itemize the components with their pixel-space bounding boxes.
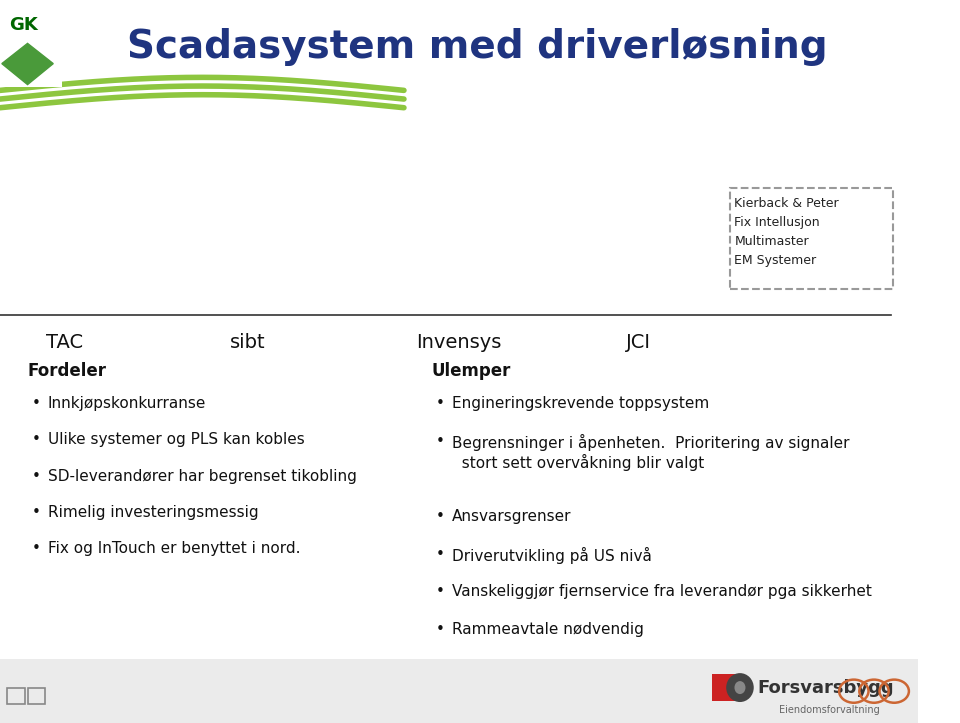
Polygon shape <box>2 43 53 85</box>
Text: •: • <box>32 396 41 411</box>
Bar <box>28 688 45 704</box>
Text: Forsvarsbygg: Forsvarsbygg <box>757 680 894 697</box>
Ellipse shape <box>734 681 746 694</box>
Text: •: • <box>436 547 445 562</box>
Text: Ulemper: Ulemper <box>431 362 511 380</box>
Text: Ansvarsgrenser: Ansvarsgrenser <box>452 509 571 524</box>
Text: Fix og InTouch er benyttet i nord.: Fix og InTouch er benyttet i nord. <box>48 541 300 556</box>
Bar <box>0 659 918 723</box>
Text: •: • <box>436 584 445 599</box>
Bar <box>8 688 25 704</box>
FancyBboxPatch shape <box>730 188 894 289</box>
Text: Ulike systemer og PLS kan kobles: Ulike systemer og PLS kan kobles <box>48 432 304 448</box>
Text: Fordeler: Fordeler <box>28 362 107 380</box>
Text: Begrensninger i åpenheten.  Prioritering av signaler
  stort sett overvåkning bl: Begrensninger i åpenheten. Prioritering … <box>452 434 850 471</box>
Ellipse shape <box>726 673 754 702</box>
Text: •: • <box>436 434 445 449</box>
Text: GK: GK <box>10 16 38 34</box>
Text: sibt: sibt <box>230 333 266 351</box>
Text: •: • <box>436 396 445 411</box>
Text: Kierback & Peter
Fix Intellusjon
Multimaster
EM Systemer: Kierback & Peter Fix Intellusjon Multima… <box>734 197 839 267</box>
Text: •: • <box>436 509 445 524</box>
Text: Scadasystem med driverløsning: Scadasystem med driverløsning <box>127 28 828 66</box>
Text: Eiendomsforvaltning: Eiendomsforvaltning <box>779 705 879 715</box>
Text: JCI: JCI <box>626 333 651 351</box>
Bar <box>0 4 62 87</box>
Text: Vanskeliggjør fjernservice fra leverandør pga sikkerhet: Vanskeliggjør fjernservice fra leverandø… <box>452 584 872 599</box>
Text: •: • <box>436 622 445 637</box>
Text: Innkjøpskonkurranse: Innkjøpskonkurranse <box>48 396 206 411</box>
Text: Rimelig investeringsmessig: Rimelig investeringsmessig <box>48 505 258 520</box>
Text: Rammeavtale nødvendig: Rammeavtale nødvendig <box>452 622 643 637</box>
Text: •: • <box>32 505 41 520</box>
Text: Driverutvikling på US nivå: Driverutvikling på US nivå <box>452 547 652 564</box>
Text: SD-leverandører har begrenset tikobling: SD-leverandører har begrenset tikobling <box>48 469 356 484</box>
Text: •: • <box>32 541 41 556</box>
Text: •: • <box>32 432 41 448</box>
Text: Engineringskrevende toppsystem: Engineringskrevende toppsystem <box>452 396 708 411</box>
Text: •: • <box>32 469 41 484</box>
Text: Invensys: Invensys <box>417 333 502 351</box>
Bar <box>711 674 737 701</box>
Text: TAC: TAC <box>46 333 83 351</box>
